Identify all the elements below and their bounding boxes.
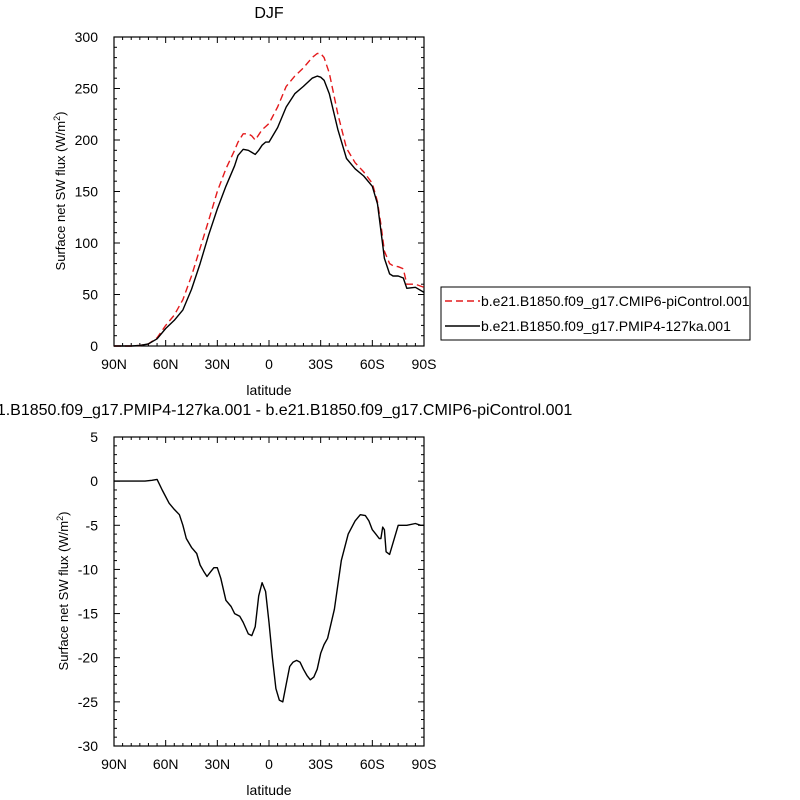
y-tick-label: 100 <box>75 235 99 251</box>
x-tick-label: 0 <box>265 356 273 372</box>
bottom-axes: 90N 60N 30N 0 30S 60S 90S 5 0 -5 -10 -15 -20 -25 -30 <box>78 429 437 772</box>
x-tick-label: 90S <box>412 756 437 772</box>
legend: b.e21.B1850.f09_g17.CMIP6-piControl.001 … <box>440 286 751 341</box>
x-tick-label: 60N <box>153 356 179 372</box>
bottom-x-axis-label: latitude <box>246 782 291 798</box>
y-tick-label: -20 <box>78 650 98 666</box>
bottom-y-axis-label: Surface net SW flux (W/m2) <box>55 512 71 671</box>
y-tick-label: 150 <box>75 184 99 200</box>
bottom-chart-title: b.e21.B1850.f09_g17.PMIP4-127ka.001 - b.… <box>0 402 572 419</box>
x-tick-label: 60S <box>360 756 385 772</box>
top-axes: 90N 60N 30N 0 30S 60S 90S 0 50 100 150 200 250 300 <box>75 29 437 372</box>
series-line-0 <box>114 52 425 347</box>
x-tick-label: 60N <box>153 756 179 772</box>
y-tick-label: -15 <box>78 606 98 622</box>
y-tick-label: -25 <box>78 694 98 710</box>
y-tick-label: 0 <box>90 473 98 489</box>
x-tick-label: 90N <box>101 356 127 372</box>
series-line-1 <box>114 75 425 347</box>
top-plot-frame <box>113 36 425 347</box>
x-tick-label: 60S <box>360 356 385 372</box>
y-tick-label: 200 <box>75 132 99 148</box>
x-tick-label: 30S <box>308 756 333 772</box>
x-tick-label: 90S <box>412 356 437 372</box>
series-line-0 <box>114 478 424 703</box>
y-tick-label: -10 <box>78 561 98 577</box>
top-series-lines <box>114 52 425 347</box>
y-tick-label: 300 <box>75 29 99 45</box>
y-tick-label: -30 <box>78 738 98 754</box>
top-chart: DJF 90N 60N 30N 0 30S 60S 90S 0 50 100 150 200 250 30… <box>52 5 751 398</box>
bottom-chart: b.e21.B1850.f09_g17.PMIP4-127ka.001 - b.… <box>0 402 572 798</box>
x-tick-label: 30N <box>204 356 230 372</box>
y-tick-label: 5 <box>90 429 98 445</box>
y-tick-label: 0 <box>90 338 98 354</box>
top-chart-title: DJF <box>254 5 284 22</box>
bottom-plot-frame <box>113 436 425 747</box>
top-y-axis-label: Surface net SW flux (W/m2) <box>52 112 68 271</box>
legend-label-127ka: b.e21.B1850.f09_g17.PMIP4-127ka.001 <box>481 318 731 334</box>
x-tick-label: 30N <box>204 756 230 772</box>
y-tick-label: 50 <box>82 287 98 303</box>
y-tick-label: 250 <box>75 81 99 97</box>
top-x-axis-label: latitude <box>246 382 291 398</box>
legend-box <box>440 286 751 341</box>
x-tick-label: 30S <box>308 356 333 372</box>
legend-label-picontrol: b.e21.B1850.f09_g17.CMIP6-piControl.001 <box>481 293 750 309</box>
y-tick-label: -5 <box>86 517 99 533</box>
x-tick-label: 90N <box>101 756 127 772</box>
bottom-series-lines <box>114 478 424 703</box>
x-tick-label: 0 <box>265 756 273 772</box>
